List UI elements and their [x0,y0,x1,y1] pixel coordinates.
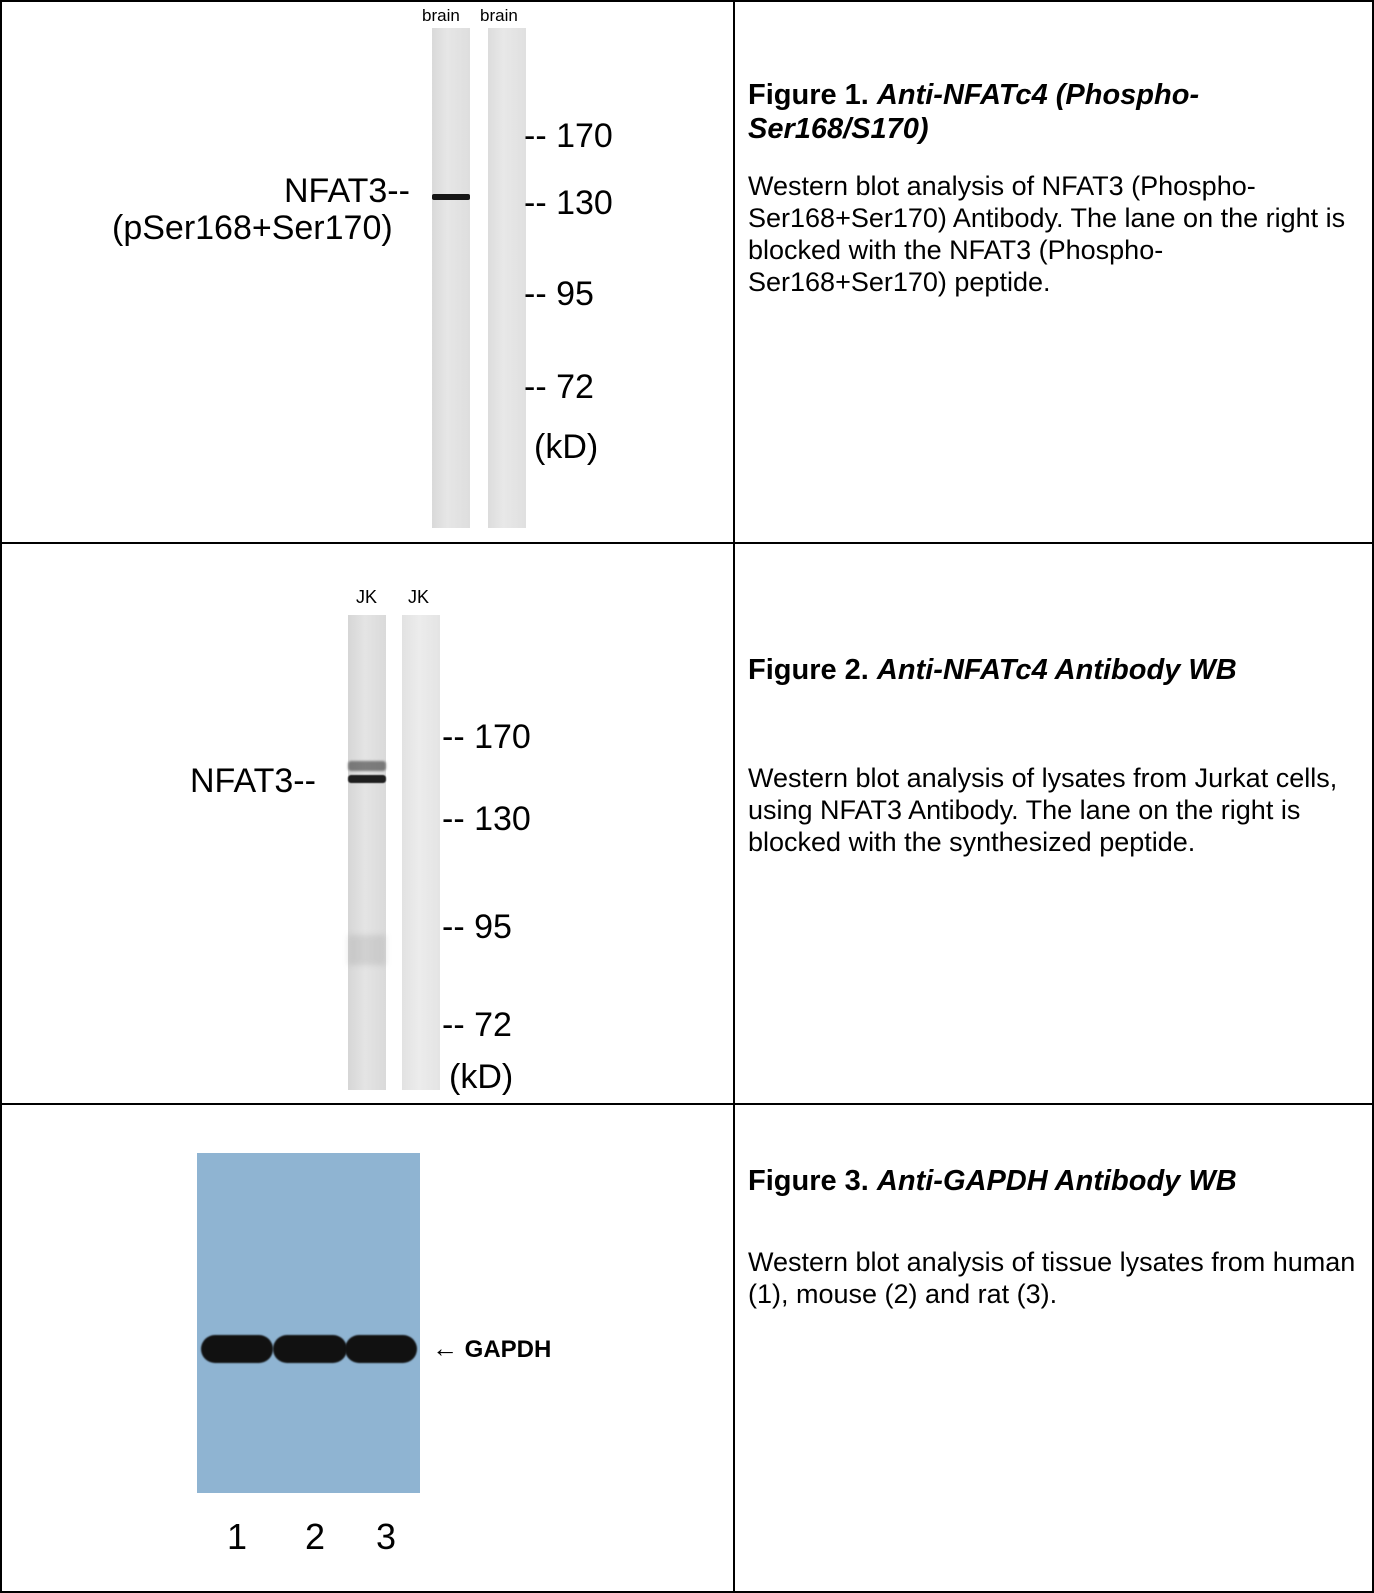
figure-2-description: Western blot analysis of lysates from Ju… [748,763,1338,857]
lane-number-3: 3 [376,1516,397,1557]
lane-2-label: JK [408,587,430,607]
band-label: NFAT3-- [190,762,316,800]
table-border-bottom [0,1591,1374,1593]
figure-1-title-italic: Anti-NFATc4 (Phospho-Ser168/S170) [748,79,1200,145]
faint-smear [348,935,386,965]
lane-1 [348,615,386,1090]
figure-1-title-prefix: Figure 1. [748,79,869,111]
lane-2 [402,615,440,1090]
row-divider-2 [0,1103,1374,1105]
lane-2-label: brain [480,6,518,25]
marker-72: -- 72 [524,368,594,406]
figure-1-title: Figure 1. Anti-NFATc4 (Phospho-Ser168/S1… [748,78,1358,146]
blot-membrane [197,1153,420,1493]
column-divider [733,0,735,1593]
table-border-left [0,0,2,1593]
unit-label: (kD) [449,1058,514,1096]
marker-95: -- 95 [524,275,594,313]
row-divider-1 [0,542,1374,544]
unit-label: (kD) [534,428,599,466]
band-label: NFAT3-- [284,172,410,210]
lane-number-1: 1 [227,1516,248,1557]
band-label-sub: (pSer168+Ser170) [112,209,393,247]
gapdh-label: ← GAPDH [432,1333,551,1364]
figure-2-title-prefix: Figure 2. [748,654,869,686]
lane-number-2: 2 [305,1516,326,1557]
figure-3-title: Figure 3. Anti-GAPDH Antibody WB [748,1165,1237,1198]
figure-1-description: Western blot analysis of NFAT3 (Phospho-… [748,171,1346,297]
figure-3-title-prefix: Figure 3. [748,1165,869,1197]
figure-2-title: Figure 2. Anti-NFATc4 Antibody WB [748,654,1237,687]
table-border-top [0,0,1374,2]
gapdh-band-lane-1 [201,1335,273,1363]
marker-170: -- 170 [524,117,613,155]
lane-2 [488,28,526,528]
lane-1-label: brain [422,6,460,25]
marker-130: -- 130 [442,800,531,838]
table-border-right [1372,0,1374,1593]
arrow-left-icon: ← [432,1333,458,1363]
nfat3-band [432,194,470,200]
figure-2-title-italic: Anti-NFATc4 Antibody WB [876,654,1237,686]
gapdh-band-lane-2 [273,1335,347,1363]
marker-170: -- 170 [442,718,531,756]
marker-130: -- 130 [524,184,613,222]
marker-95: -- 95 [442,908,512,946]
figure-3-title-italic: Anti-GAPDH Antibody WB [876,1165,1237,1197]
marker-72: -- 72 [442,1006,512,1044]
lane-1-label: JK [356,587,378,607]
figure-3-description: Western blot analysis of tissue lysates … [748,1247,1356,1309]
gapdh-band-lane-3 [345,1335,417,1363]
lane-1 [432,28,470,528]
gapdh-label-text: GAPDH [464,1336,552,1363]
nfat3-band [348,775,386,783]
nfat3-band-upper [348,761,386,771]
